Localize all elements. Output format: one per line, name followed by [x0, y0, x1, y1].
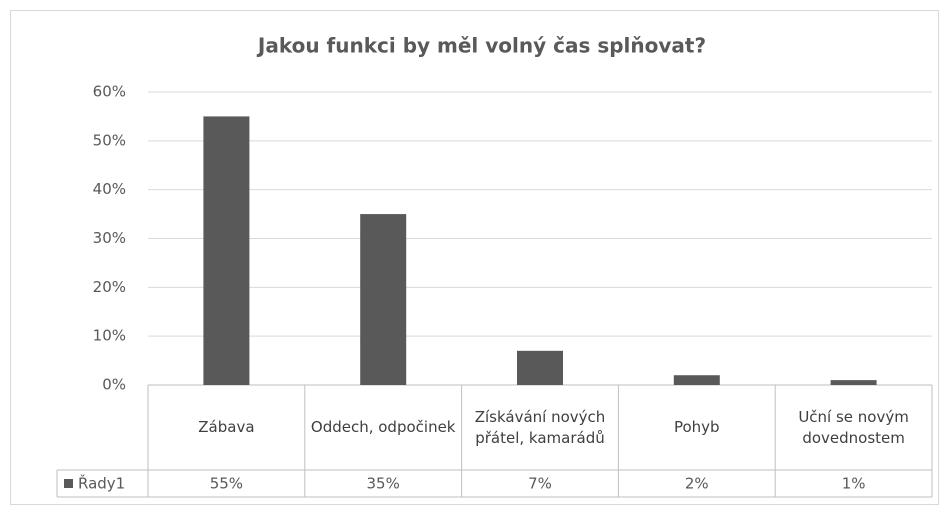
bar: [830, 380, 877, 385]
bar: [673, 375, 720, 385]
y-tick-label: 0%: [102, 376, 126, 394]
y-tick-label: 30%: [93, 229, 126, 247]
chart-border: [10, 10, 939, 505]
table-value: 55%: [210, 475, 243, 493]
x-tick-label: Zábava: [198, 418, 255, 436]
table-value: 1%: [842, 475, 866, 493]
y-tick-label: 40%: [93, 180, 126, 198]
table-value: 2%: [685, 475, 709, 493]
x-tick-label: Uční se novým dovednostem: [798, 407, 909, 447]
y-tick-label: 50%: [93, 131, 126, 149]
table-value: 7%: [528, 475, 552, 493]
legend-swatch: [64, 479, 73, 488]
bar: [517, 350, 563, 385]
x-tick-label: Oddech, odpočinek: [310, 418, 456, 436]
bar: [203, 116, 250, 386]
y-tick-label: 10%: [93, 327, 126, 345]
y-tick-label: 20%: [93, 278, 126, 296]
chart-title: Jakou funkci by měl volný čas splňovat?: [256, 34, 706, 58]
x-tick-label: Získávání nových přátel, kamarádů: [474, 407, 606, 447]
legend-label: Řady1: [78, 474, 125, 493]
table-value: 35%: [367, 475, 400, 493]
bar: [360, 214, 407, 385]
x-tick-label: Pohyb: [673, 418, 720, 436]
y-tick-label: 60%: [93, 83, 126, 101]
